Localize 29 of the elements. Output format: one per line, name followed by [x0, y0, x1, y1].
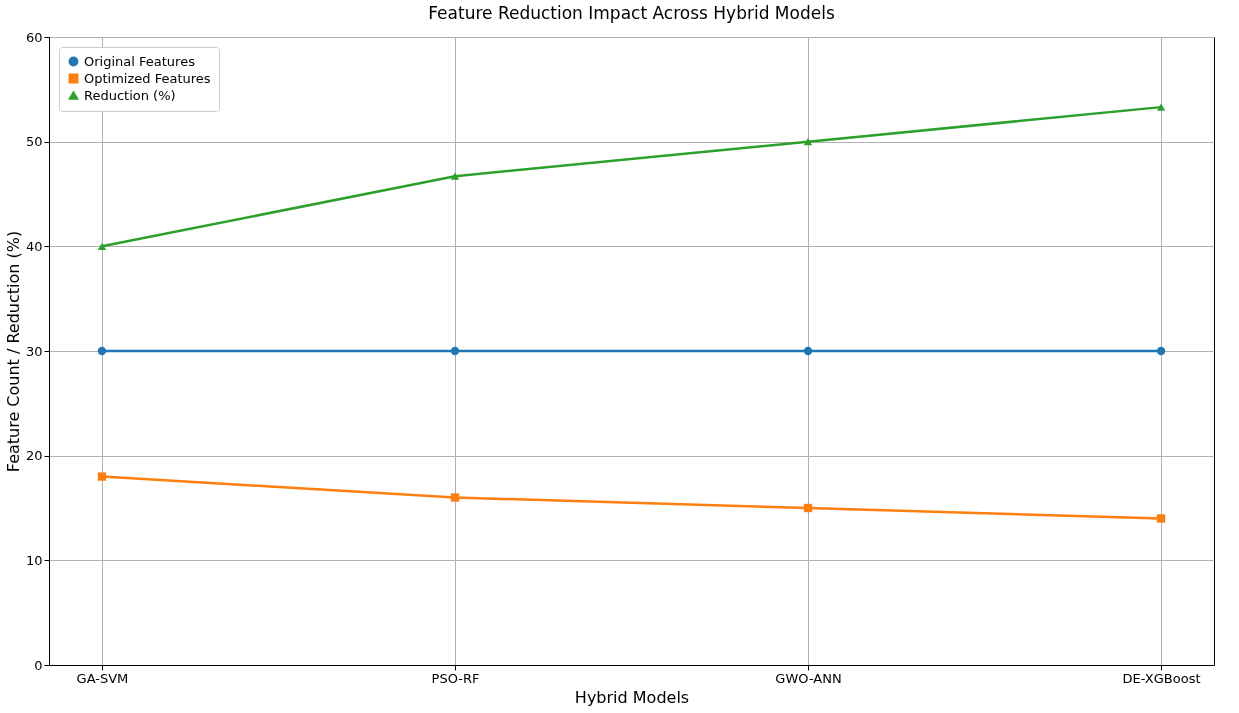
point [1156, 514, 1166, 523]
x-tick-label: GWO-ANN [775, 670, 842, 686]
point [450, 172, 460, 180]
x-tick-label: PSO-RF [431, 670, 480, 686]
legend-label: Optimized Features [84, 70, 211, 86]
point [803, 346, 813, 356]
point [97, 472, 107, 481]
point [803, 138, 813, 146]
legend-label: Original Features [84, 53, 196, 69]
x-axis-title: Hybrid Models [574, 687, 690, 707]
y-tick-label: 50 [25, 134, 43, 150]
y-tick-label: 40 [25, 238, 43, 254]
point [450, 346, 460, 356]
point [97, 346, 107, 356]
point [1156, 103, 1166, 111]
legend-label: Reduction (%) [84, 87, 176, 103]
y-tick-label: 0 [34, 657, 43, 673]
y-tick-label: 30 [25, 343, 43, 359]
y-tick-label: 60 [25, 29, 43, 45]
chart-title: Feature Reduction Impact Across Hybrid Models [428, 3, 835, 23]
x-tick-label: DE-XGBoost [1122, 670, 1201, 686]
x-tick-label: GA-SVM [76, 670, 129, 686]
y-tick-label: 10 [25, 552, 43, 568]
point [450, 493, 460, 502]
y-axis-title: Feature Count / Reduction (%) [3, 230, 23, 473]
y-tick-label: 20 [25, 448, 43, 464]
point [97, 242, 107, 250]
point [803, 503, 813, 513]
point [1156, 346, 1166, 356]
